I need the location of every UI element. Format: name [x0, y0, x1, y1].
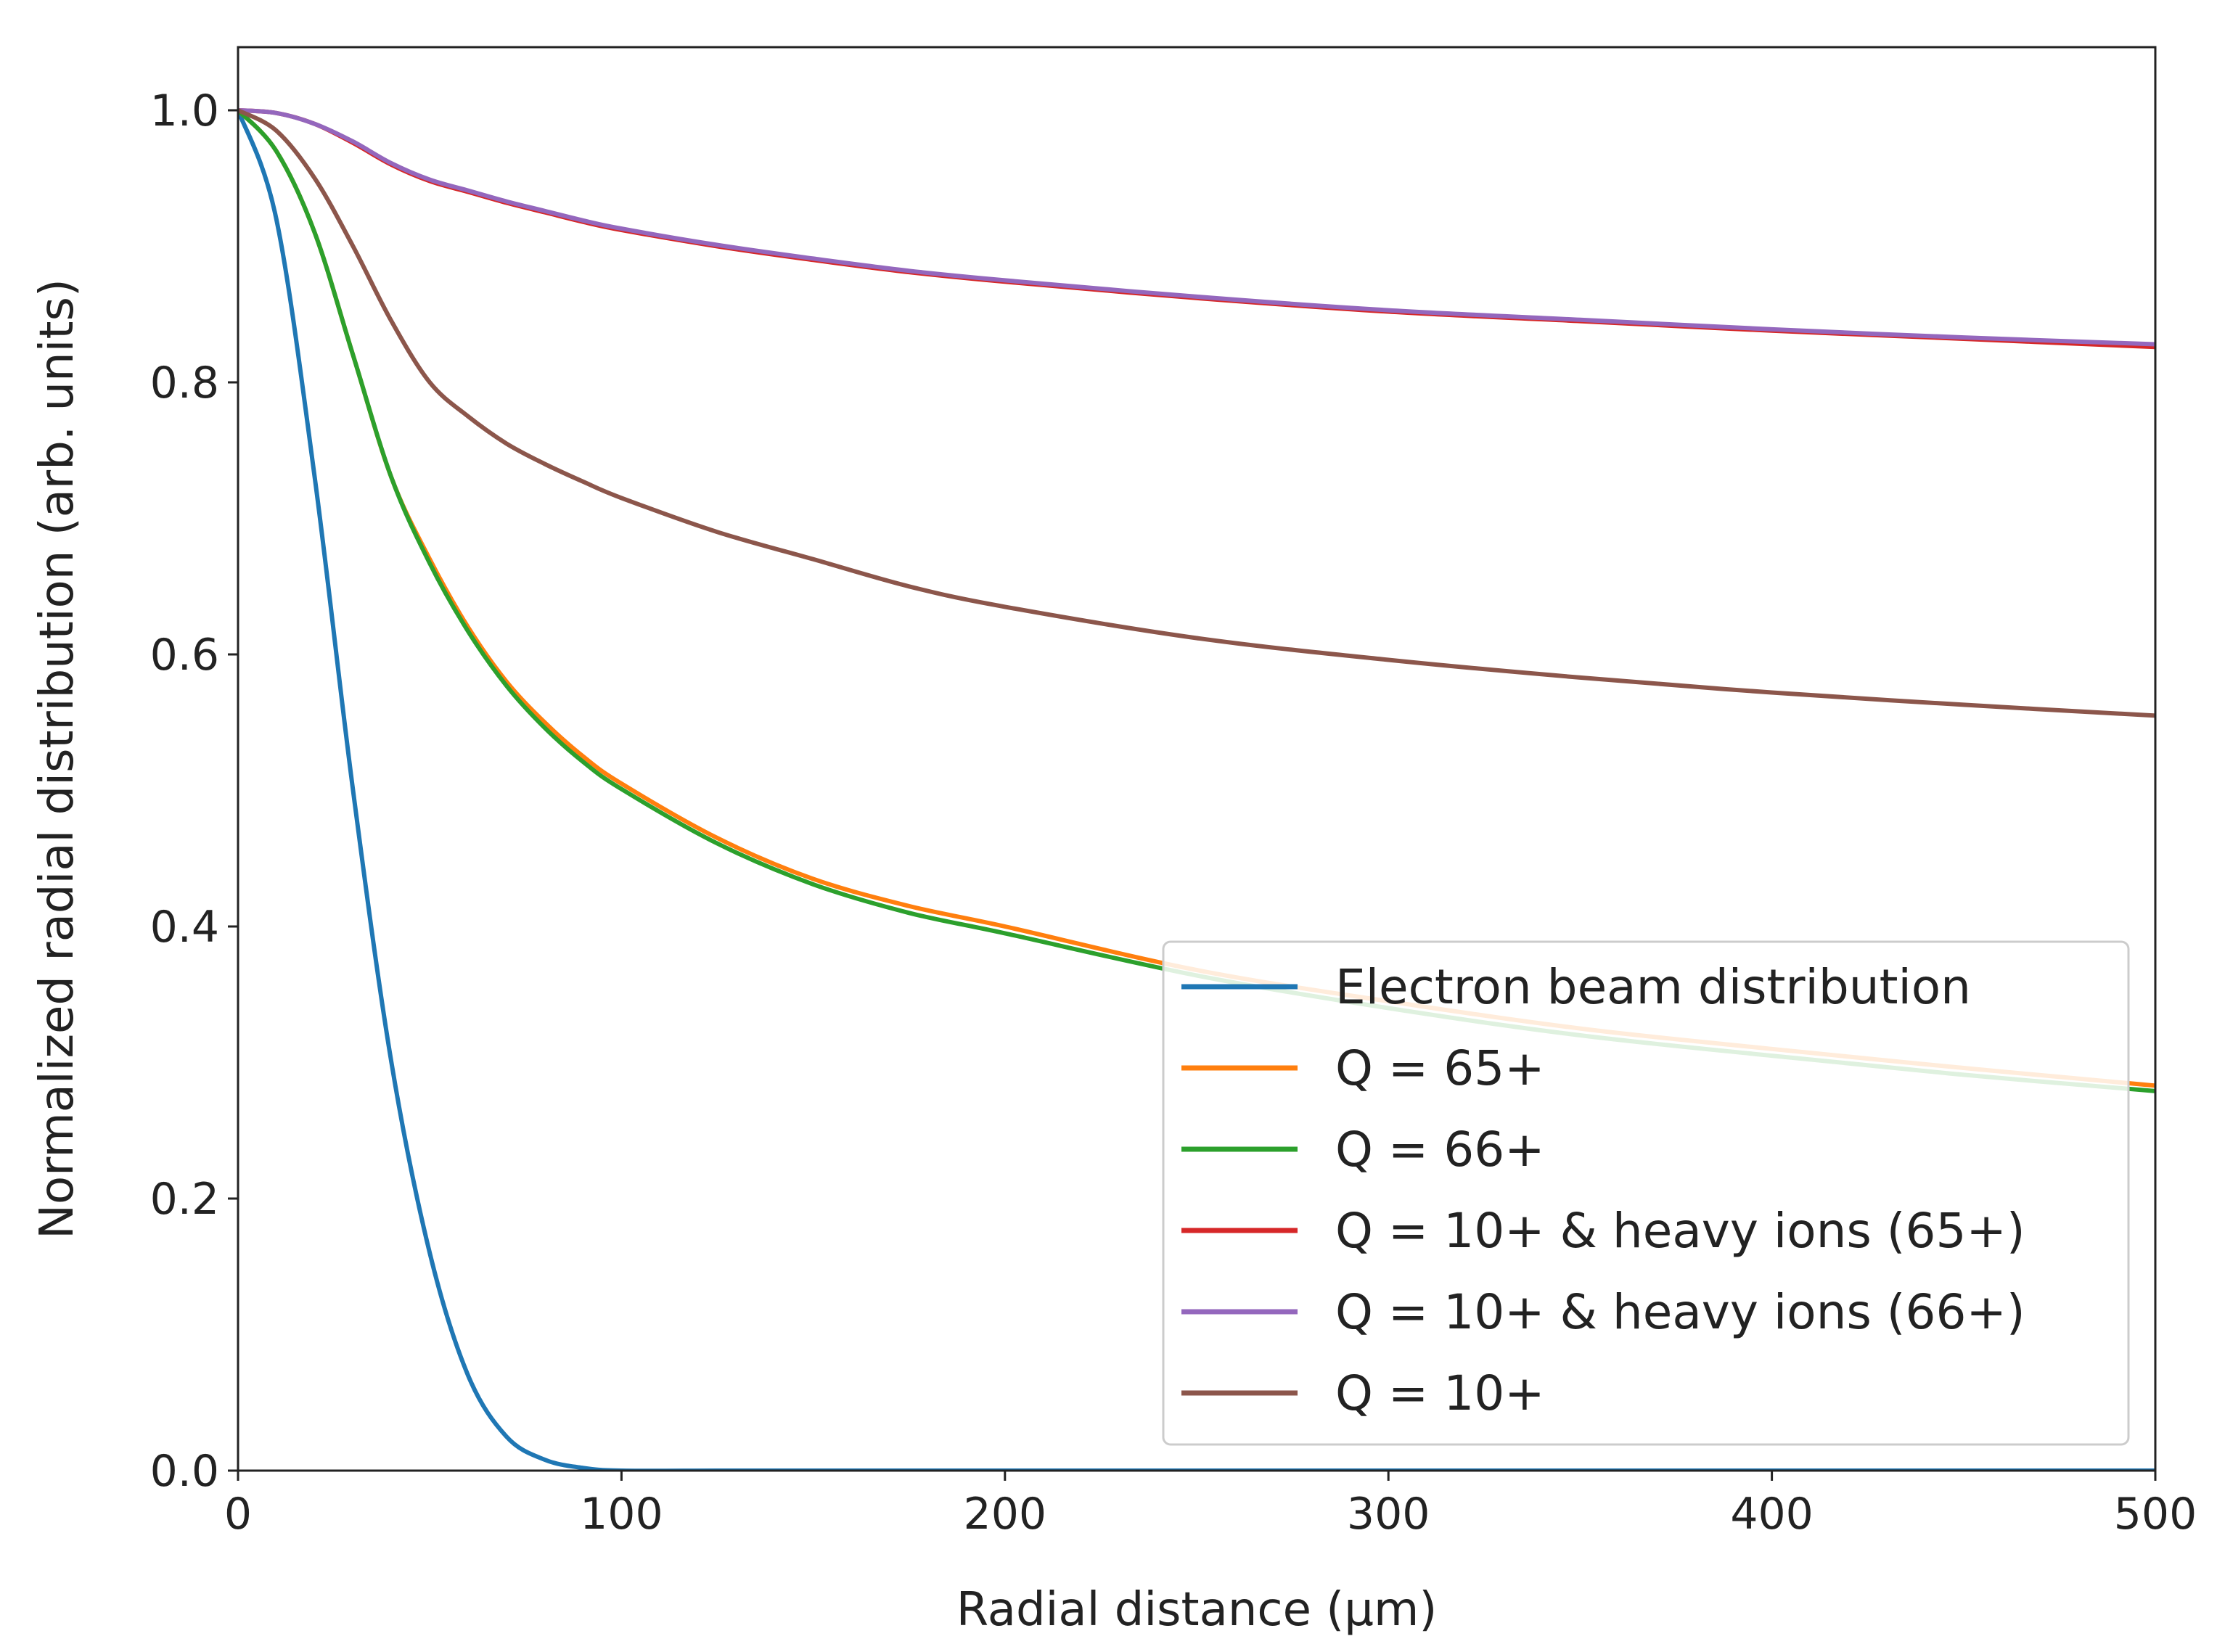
legend-label-2: Q = 65+ — [1335, 1040, 1545, 1096]
y-tick-label: 0.4 — [150, 902, 219, 953]
legend-label-5: Q = 10+ & heavy ions (66+) — [1335, 1284, 2025, 1340]
x-axis-ticks: 0 100 200 300 400 500 — [224, 1471, 2197, 1540]
x-tick-label: 100 — [580, 1489, 663, 1540]
y-tick-label: 0.0 — [150, 1446, 219, 1497]
y-axis-ticks: 0.0 0.2 0.4 0.6 0.8 1.0 — [150, 86, 238, 1497]
x-axis-title: Radial distance (µm) — [956, 1583, 1438, 1637]
series-line-5 — [238, 108, 2155, 347]
x-tick-label: 500 — [2114, 1489, 2197, 1540]
x-tick-label: 400 — [1730, 1489, 1814, 1540]
series-line-1 — [238, 109, 2155, 1471]
y-tick-label: 0.6 — [150, 630, 219, 681]
legend-label-6: Q = 10+ — [1335, 1365, 1545, 1421]
legend-label-3: Q = 66+ — [1335, 1122, 1545, 1178]
y-tick-label: 0.2 — [150, 1174, 219, 1225]
x-tick-label: 200 — [964, 1489, 1047, 1540]
legend-items: Electron beam distribution Q = 65+ Q = 66+… — [1181, 959, 2025, 1421]
legend-box — [1162, 940, 2130, 1446]
x-tick-label: 0 — [224, 1489, 252, 1540]
legend: Electron beam distribution Q = 65+ Q = 66+… — [1162, 940, 2130, 1446]
legend-label-4: Q = 10+ & heavy ions (65+) — [1335, 1203, 2025, 1259]
series-line-6 — [238, 108, 2155, 718]
legend-label-1: Electron beam distribution — [1335, 959, 1971, 1015]
y-tick-label: 1.0 — [150, 86, 219, 136]
plot-frame — [237, 46, 2157, 1472]
y-tick-label: 0.8 — [150, 358, 219, 408]
x-tick-label: 300 — [1347, 1489, 1430, 1540]
y-axis-title: Normalized radial distribution (arb. uni… — [30, 279, 84, 1239]
